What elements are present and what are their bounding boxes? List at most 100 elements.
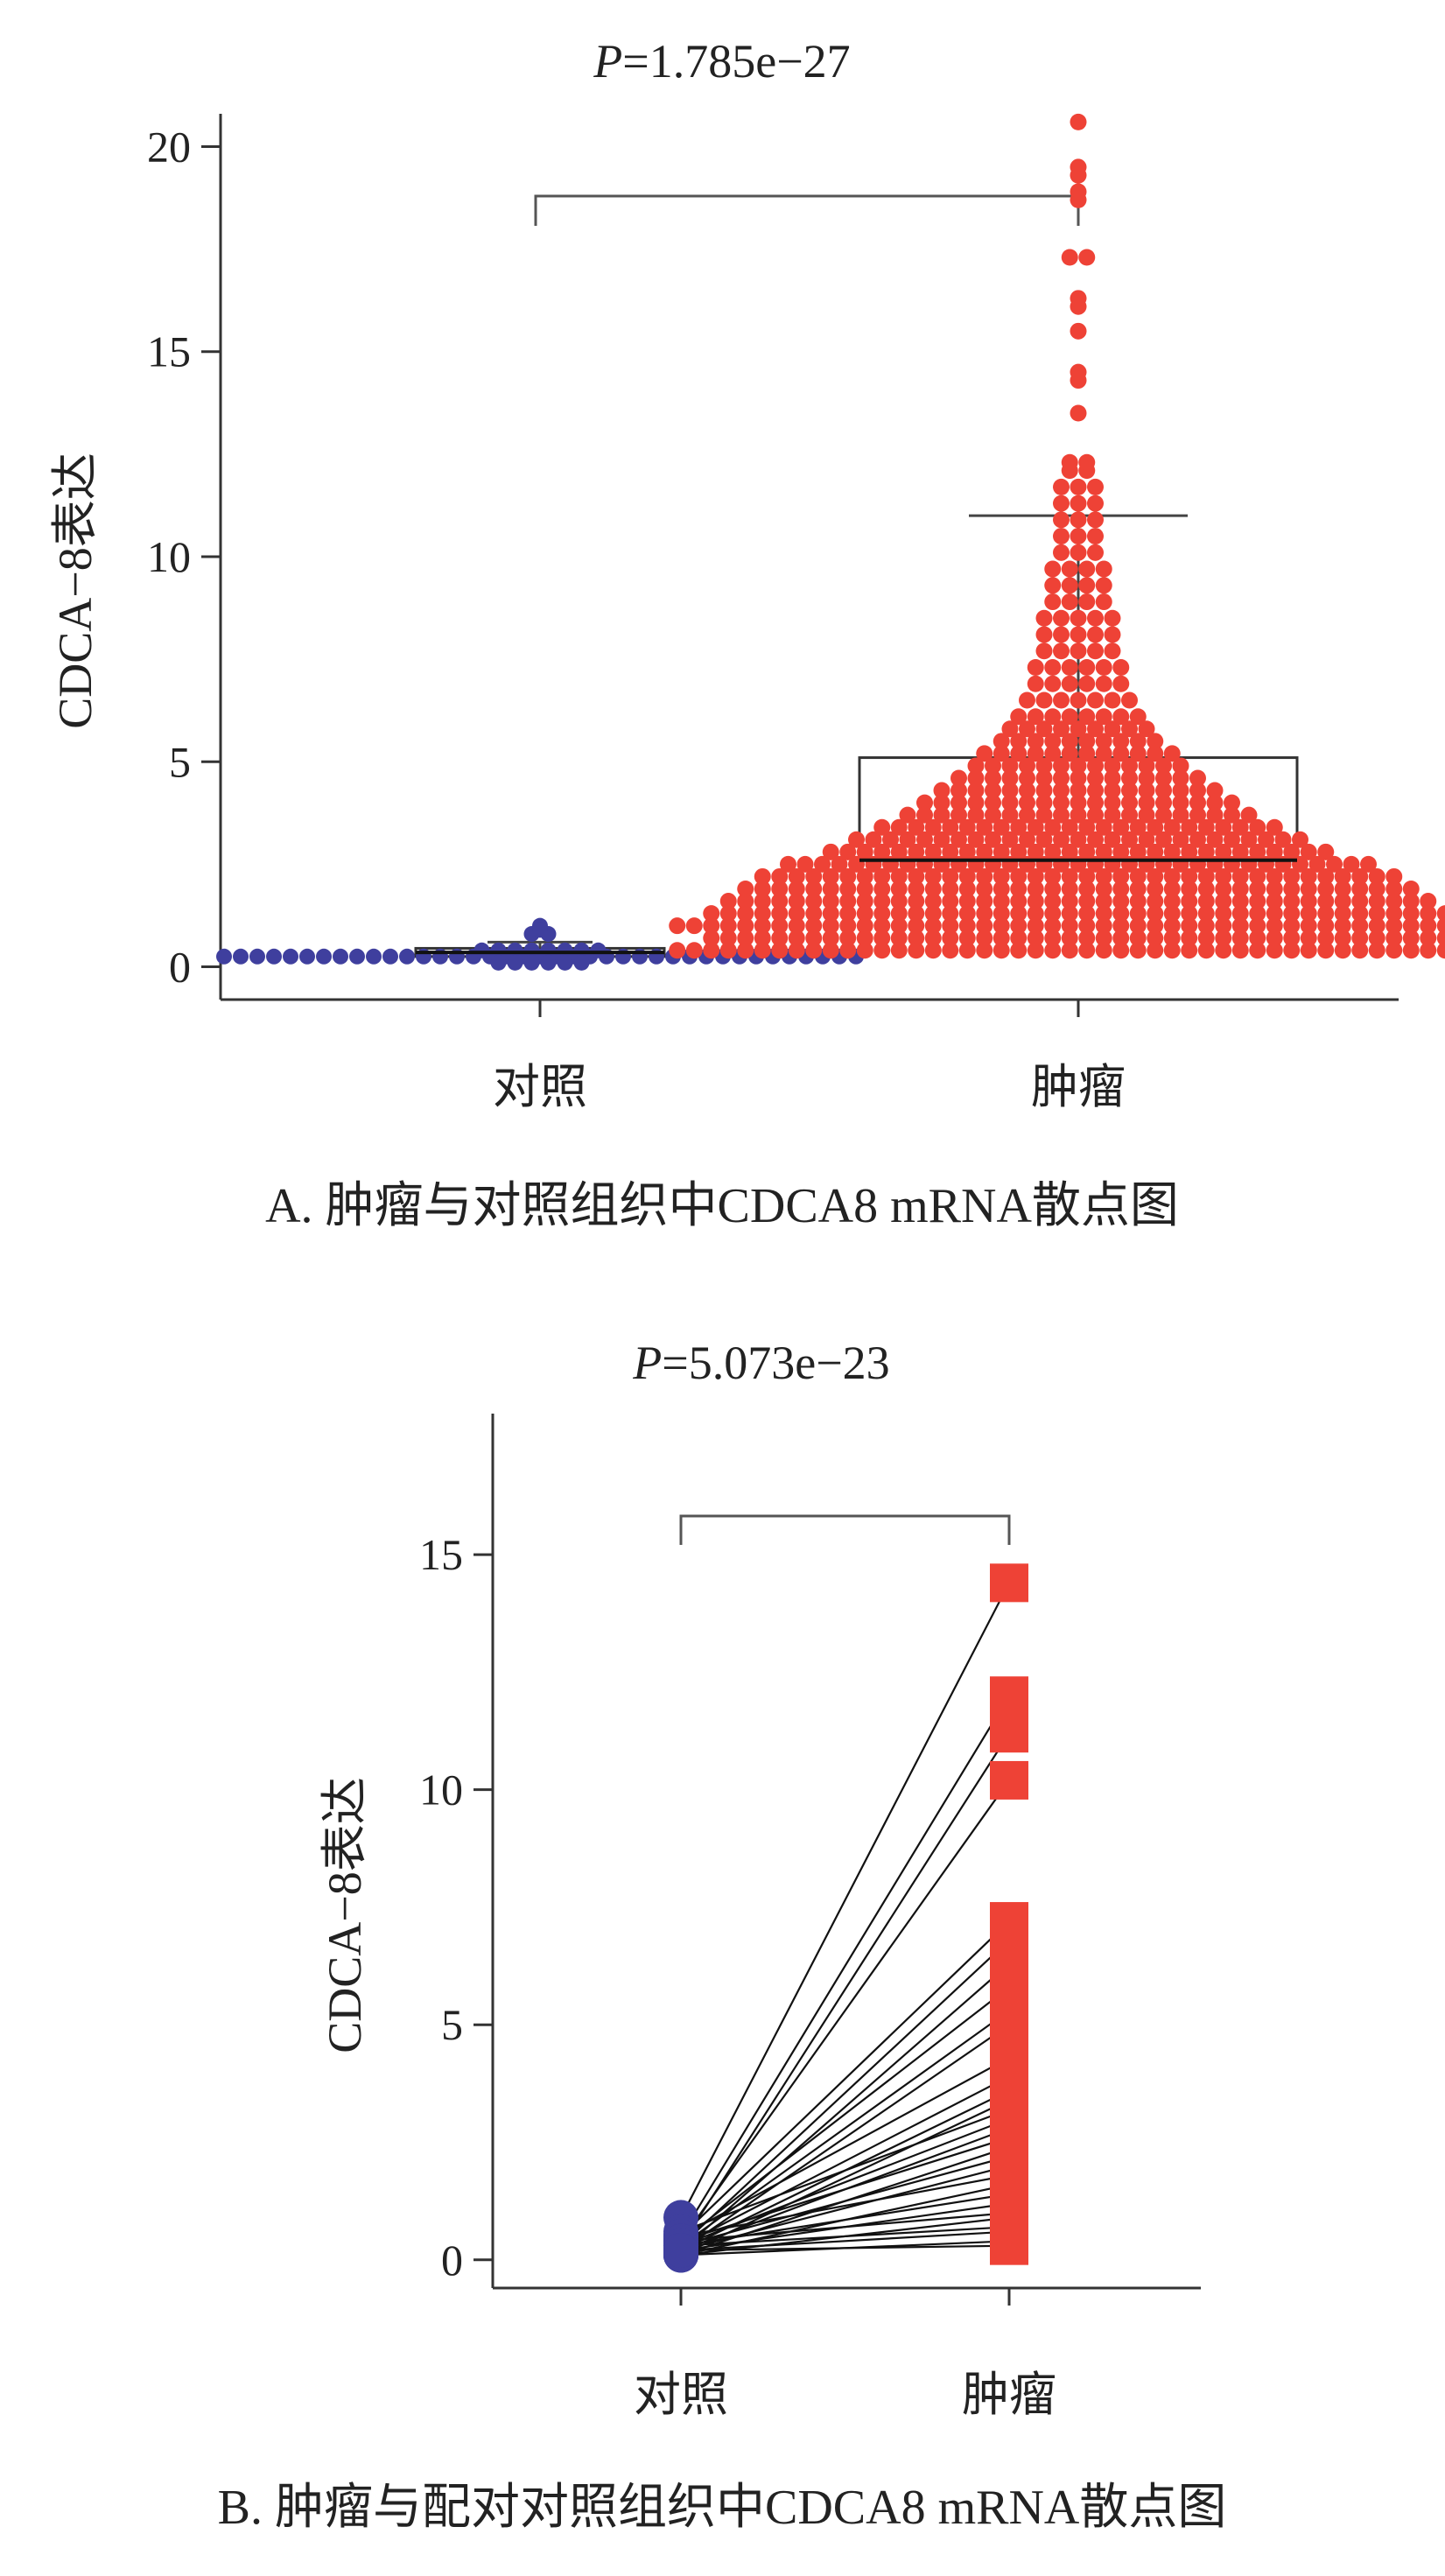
panel-a-tumor-point [1070, 363, 1087, 381]
panel-a-tumor-point [1095, 733, 1112, 750]
panel-a-tumor-point [1138, 782, 1155, 799]
panel-a-tumor-point [1231, 818, 1249, 836]
panel-a-tumor-point [1044, 818, 1062, 836]
panel-a-tumor-point [1258, 831, 1274, 848]
panel-a-tumor-point [1010, 942, 1028, 959]
panel-a-tumor-point [805, 942, 823, 959]
panel-a-tumor-point [933, 782, 950, 799]
panel-a-tumor-point [1010, 881, 1028, 897]
panel-a-tumor-point [1197, 843, 1215, 860]
panel-a-tumor-point [1104, 757, 1121, 775]
panel-a-tumor-point [916, 831, 933, 848]
panel-a-tumor-point [754, 905, 771, 923]
panel-a-tumor-point [1061, 593, 1078, 611]
panel-a-tumor-point [873, 893, 891, 910]
panel-a-tumor-point [1095, 917, 1112, 935]
panel-a-tumor-point [1300, 867, 1317, 885]
panel-a-control-point [490, 954, 507, 971]
panel-a-tumor-point [1283, 843, 1301, 860]
panel-a-title-value: =1.785e−27 [622, 35, 850, 88]
panel-a-tumor-point [1334, 930, 1351, 947]
panel-a-tumor-point [1070, 290, 1087, 307]
panel-a-control-point [557, 942, 573, 958]
panel-a-tumor-point [1129, 867, 1147, 885]
panel-a-tumor-point [1027, 893, 1044, 910]
panel-a-tumor-point [993, 942, 1010, 959]
panel-a-tumor-point [1078, 917, 1096, 935]
panel-a-tumor-point [1351, 942, 1369, 959]
panel-a-tumor-point [1317, 893, 1335, 910]
panel-a-tumor-point [1001, 794, 1019, 811]
panel-a-tumor-point [685, 917, 703, 935]
panel-b-pair-line [680, 1695, 1010, 2237]
panel-a-tumor-point [737, 942, 754, 959]
panel-a-tumor-point [1163, 745, 1181, 762]
panel-a-tumor-point [1070, 757, 1087, 775]
panel-a-tumor-point [1061, 881, 1078, 897]
panel-a-tumor-point [1019, 691, 1035, 709]
panel-a-tumor-point [950, 831, 967, 848]
panel-a-tumor-point [1121, 720, 1138, 738]
panel-a-tumor-point [1087, 642, 1104, 660]
panel-a-tumor-point [719, 942, 737, 959]
panel-a-tumor-point [890, 893, 908, 910]
panel-a-control-point [399, 948, 415, 965]
panel-a-tumor-point [1402, 905, 1420, 923]
panel-a-tumor-point [1078, 745, 1096, 762]
panel-a-tumor-point [873, 930, 891, 947]
panel-a-tumor-point [1061, 745, 1078, 762]
panel-a-tumor-point [908, 843, 925, 860]
panel-a-tumor-point [703, 942, 720, 959]
panel-a-tumor-point [1147, 930, 1164, 947]
panel-a-tumor-point [1300, 917, 1317, 935]
panel-a-tumor-point [1129, 905, 1147, 923]
panel-a-tumor-point [1112, 843, 1130, 860]
panel-a-tumor-point [1206, 794, 1224, 811]
panel-a-tumor-point [1104, 642, 1121, 660]
panel-a-tumor-point [1078, 881, 1096, 897]
panel-a-tumor-point [822, 867, 839, 885]
panel-a-tumor-point [1027, 708, 1044, 726]
panel-a-tumor-point [1317, 942, 1335, 959]
panel-a-title-p: P [593, 35, 622, 88]
panel-a-tumor-point [1078, 893, 1096, 910]
panel-a-tumor-point [856, 917, 873, 935]
panel-a-tumor-point [788, 905, 805, 923]
panel-a-tumor-point [890, 867, 908, 885]
panel-a-tumor-point [976, 881, 993, 897]
panel-a-tumor-point [1053, 642, 1070, 660]
panel-a-tumor-point [1181, 893, 1198, 910]
panel-a-tumor-point [1019, 794, 1035, 811]
panel-a-tumor-point [1436, 917, 1445, 935]
panel-a-tumor-point [942, 930, 959, 947]
panel-a-tumor-point [890, 930, 908, 947]
panel-a-tumor-point [976, 942, 993, 959]
panel-a-tumor-point [1274, 831, 1292, 848]
panel-a-tumor-point [1300, 905, 1317, 923]
panel-a-tumor-point [1112, 675, 1130, 692]
panel-a-tumor-point [1147, 917, 1164, 935]
panel-a-tumor-point [1334, 942, 1351, 959]
panel-a-tumor-point [1249, 905, 1266, 923]
panel-a-control-point [507, 954, 523, 971]
panel-a-tumor-point [1027, 733, 1044, 750]
panel-a-tumor-point [967, 757, 985, 775]
panel-a-tumor-point [703, 930, 720, 947]
panel-a-tumor-point [993, 881, 1010, 897]
panel-a-tumor-point [754, 893, 771, 910]
panel-a-tumor-point [1070, 183, 1087, 200]
panel-a-tumor-point [1189, 794, 1206, 811]
panel-a-tumor-point [1224, 794, 1240, 811]
panel-a-tumor-point [1044, 905, 1062, 923]
panel-a-tumor-point [1087, 544, 1104, 561]
panel-b-category-tumor: 肿瘤 [962, 2369, 1056, 2421]
panel-a-tumor-point [1317, 930, 1335, 947]
panel-a-tumor-point [1095, 708, 1112, 726]
panel-a-tumor-point [993, 818, 1010, 836]
panel-a-tumor-point [933, 831, 950, 848]
panel-b-y-tick-label: 10 [419, 1765, 463, 1814]
panel-a-tumor-point [1035, 769, 1053, 787]
panel-a-tumor-point [985, 757, 1001, 775]
panel-a-tumor-point [1206, 806, 1224, 824]
panel-a-tumor-point [1181, 930, 1198, 947]
